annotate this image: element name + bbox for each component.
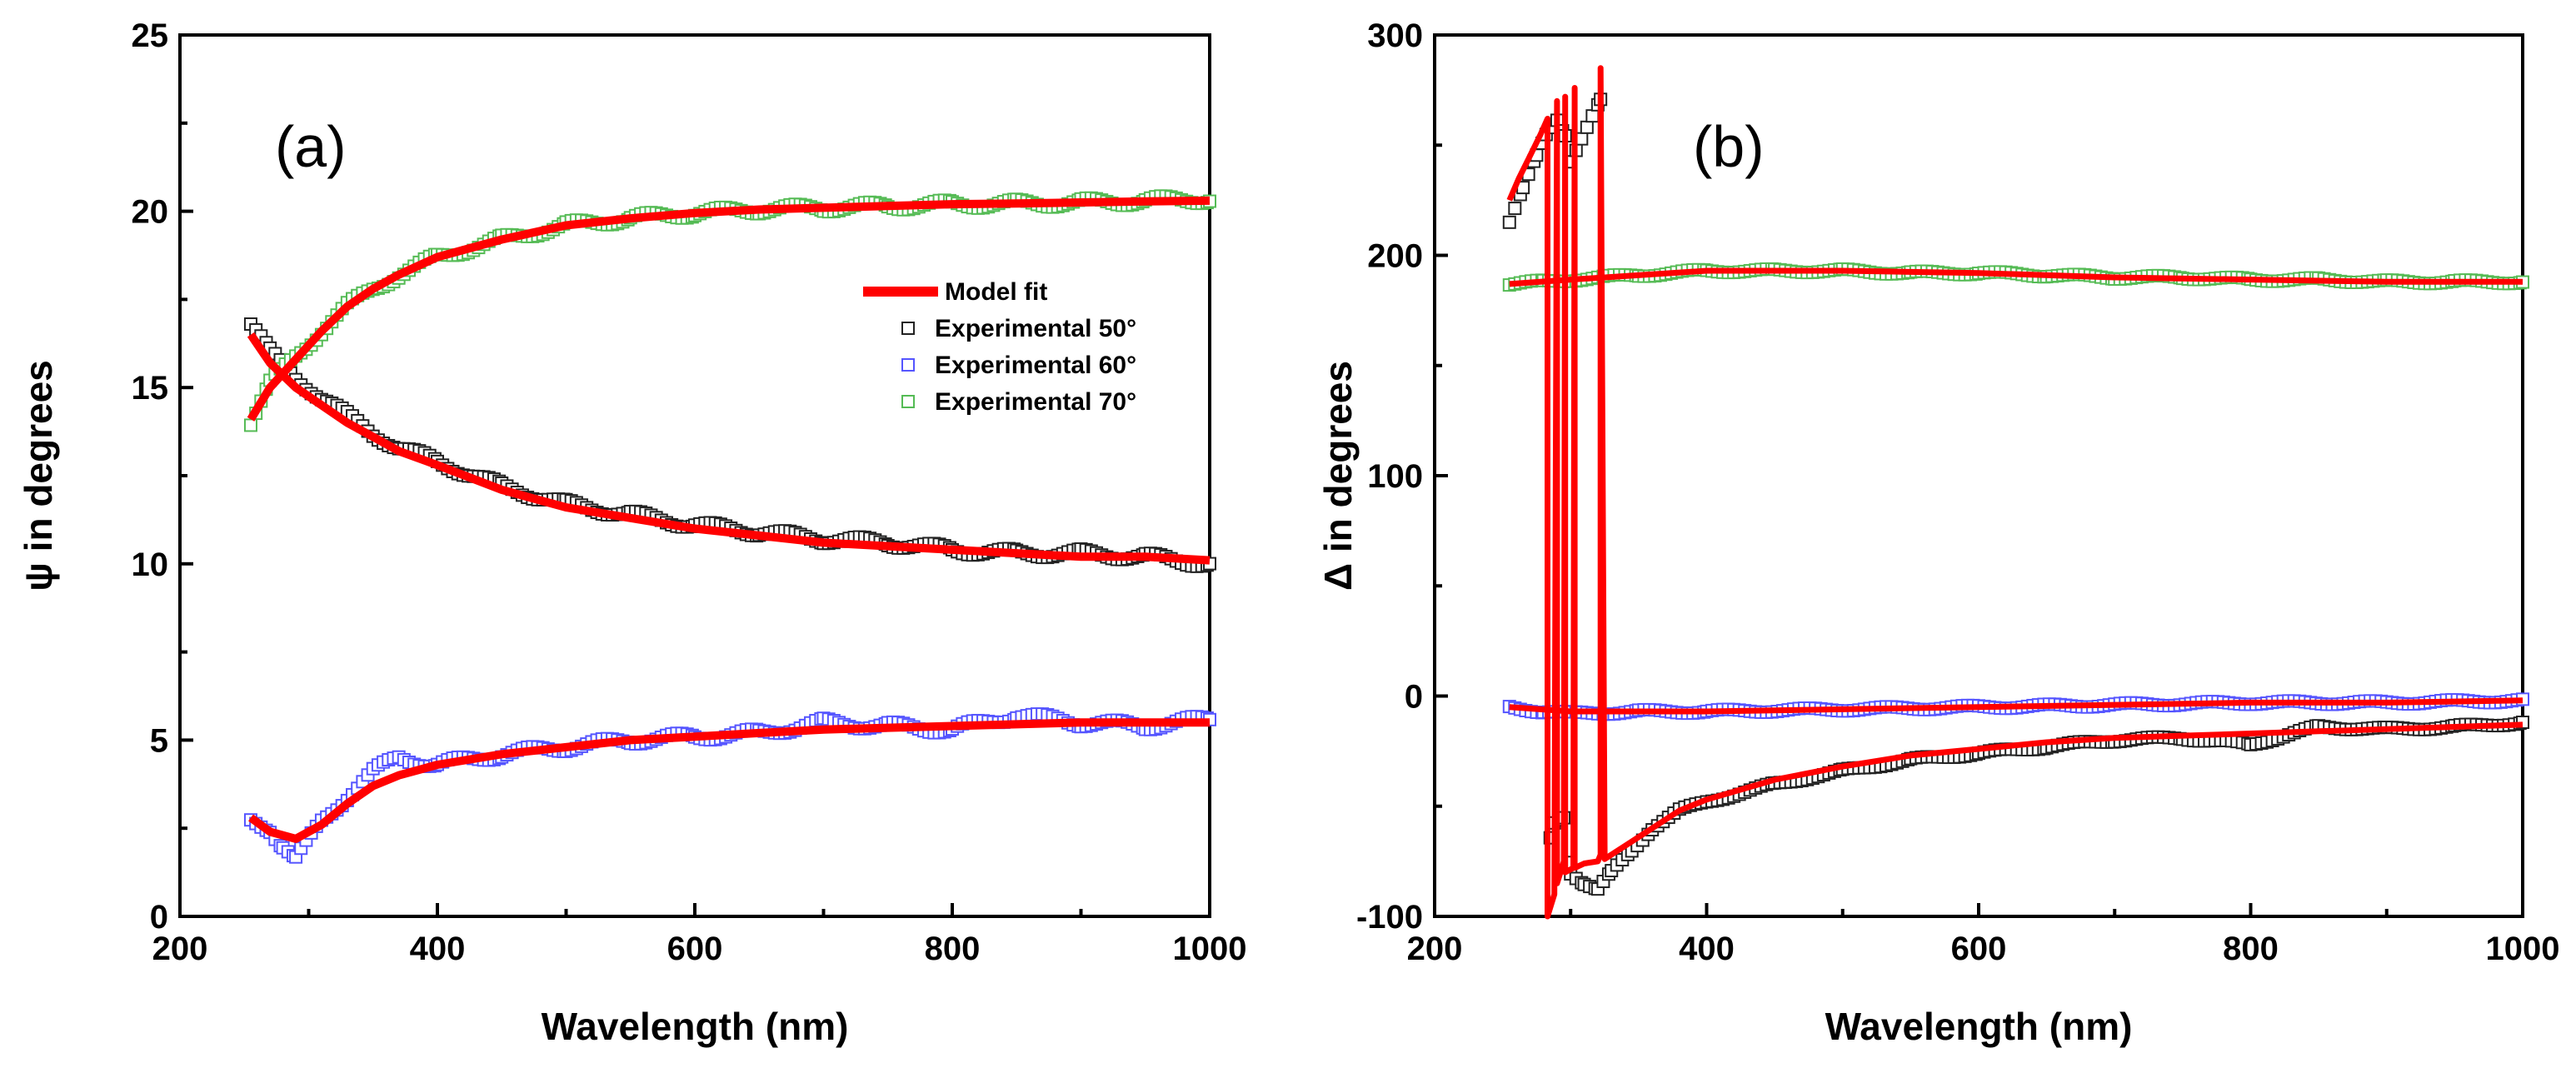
y-tick-label-b-3: 200 [1367,238,1423,275]
y-tick-label-b-0: -100 [1356,899,1423,936]
y-tick-label-a-4: 20 [132,194,169,231]
legend-marker-50 [901,322,915,335]
panel-b: 200 400 600 800 1000 -100 0 100 200 300 (b) Wave… [1316,17,2559,1048]
y-tick-label-a-2: 10 [132,546,169,583]
legend-marker-70 [901,395,915,408]
x-axis-label-b: Wavelength (nm) [1825,1005,2133,1048]
legend: Model fit Experimental 50° Experimental … [863,278,1136,416]
legend-label-70: Experimental 70° [935,388,1136,416]
x-tick-label-b-4: 1000 [2486,931,2560,967]
legend-label-model-fit: Model fit [945,278,1047,306]
legend-label-50: Experimental 50° [935,315,1136,342]
data-point [1508,202,1522,216]
model-fit-line-b-1 [1509,267,2523,287]
x-tick-label-a-1: 400 [410,931,466,967]
x-tick-label-a-2: 600 [667,931,723,967]
series-b-experimental-50- [1502,92,2529,896]
y-tick-label-a-3: 15 [132,370,169,407]
x-axis-label-a: Wavelength (nm) [542,1005,849,1048]
model-fit-line-b-2 [1509,697,2524,715]
x-tick-label-a-0: 200 [152,931,208,967]
y-tick-label-a-1: 5 [150,722,168,759]
y-axis-label-b: Δ in degrees [1316,361,1360,591]
panel-label-b: (b) [1693,114,1765,179]
panel-a: 200 400 600 800 1000 0 5 10 15 20 25 (a) Waveleng… [17,17,1246,1048]
x-tick-label-b-2: 600 [1951,931,2007,967]
y-tick-label-b-4: 300 [1367,17,1423,54]
model-fit-line-a-0 [247,332,1211,565]
y-tick-label-b-2: 100 [1367,458,1423,495]
y-axis-label-a: ψ in degrees [17,360,60,591]
y-tick-label-a-5: 25 [132,17,169,54]
model-fit-line-a-1 [247,196,1211,422]
x-tick-label-a-3: 800 [925,931,981,967]
x-tick-label-b-3: 800 [2223,931,2279,967]
data-point [243,418,257,432]
y-tick-label-b-1: 0 [1405,679,1423,716]
data-point [1585,109,1600,123]
legend-marker-60 [901,358,915,372]
panel-label-a: (a) [275,114,347,179]
legend-label-60: Experimental 60° [935,352,1136,379]
x-tick-label-a-4: 1000 [1173,931,1247,967]
data-point [1580,120,1594,134]
model-fit-line-a-2 [248,718,1210,843]
data-point [1502,215,1516,229]
model-fit-line-b-0 [1506,65,2524,920]
x-tick-label-b-1: 400 [1679,931,1735,967]
x-tick-label-b-0: 200 [1407,931,1463,967]
y-tick-label-a-0: 0 [150,899,168,936]
